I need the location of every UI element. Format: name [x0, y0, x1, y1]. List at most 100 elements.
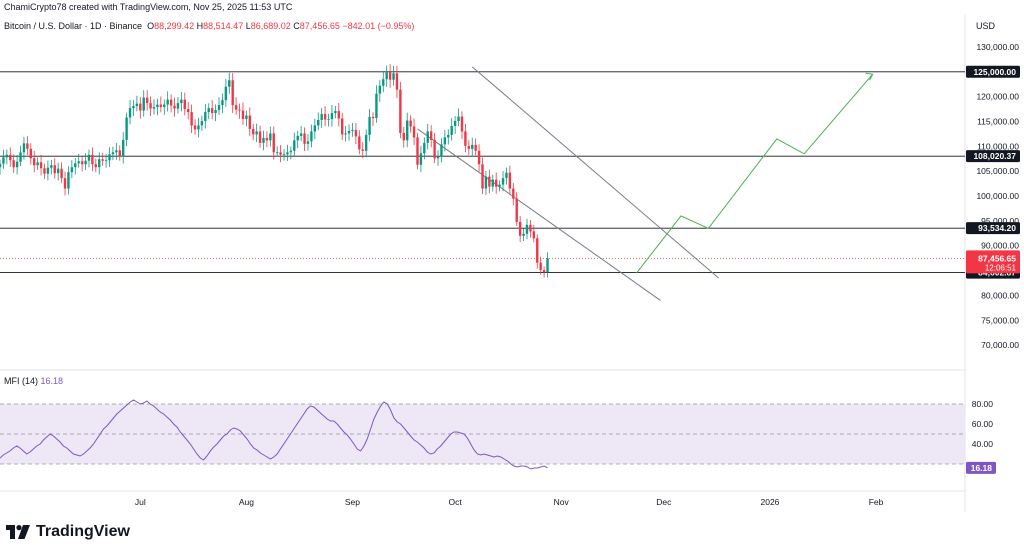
- candle-body: [221, 100, 224, 106]
- candle-body: [512, 188, 515, 199]
- candle-body: [156, 104, 159, 108]
- candle-body: [358, 136, 361, 150]
- candle-body: [74, 163, 77, 168]
- candle-body: [217, 105, 221, 111]
- candle-body: [193, 125, 197, 130]
- candle-body: [207, 108, 210, 113]
- candle-body: [364, 134, 368, 151]
- candle-body: [63, 178, 67, 189]
- mfi-name: MFI (14): [4, 376, 39, 386]
- candle-body: [385, 72, 388, 80]
- candle-body: [132, 106, 135, 109]
- candle-body: [310, 131, 313, 142]
- candle-body: [515, 198, 518, 222]
- descending-channel[interactable]: [417, 66, 719, 301]
- candle-body: [416, 137, 419, 165]
- candle-body: [104, 160, 108, 162]
- candle-body: [15, 161, 19, 168]
- candle-body: [368, 117, 371, 135]
- candle-body: [419, 153, 423, 165]
- candle-body: [412, 126, 416, 138]
- bar-countdown-label: 12:06:51: [985, 263, 1017, 272]
- candle-body: [392, 73, 395, 80]
- level-price-label: 125,000.00: [973, 67, 1016, 77]
- candle-body: [265, 137, 269, 141]
- candle-body: [447, 134, 450, 138]
- candle-body: [378, 85, 382, 94]
- candle-body: [505, 172, 508, 179]
- time-tick-label: Aug: [239, 497, 254, 507]
- mfi-tick-label: 80.00: [972, 399, 994, 409]
- candle-body: [306, 141, 310, 144]
- candle-body: [334, 111, 337, 114]
- high-value: 88,514.47: [203, 21, 244, 31]
- candle-body: [361, 149, 364, 151]
- candle-body: [491, 179, 494, 187]
- time-tick-label: 2026: [760, 497, 779, 507]
- candle-body: [9, 154, 12, 161]
- projection-path[interactable]: [636, 72, 874, 274]
- price-tick-label: 105,000.00: [976, 166, 1019, 176]
- candle-body: [121, 139, 125, 157]
- candle-body: [39, 162, 43, 169]
- candle-body: [210, 108, 214, 114]
- candle-body: [0, 163, 2, 168]
- candle-body: [87, 154, 91, 161]
- candle-body: [272, 133, 275, 153]
- candle-body: [60, 168, 63, 179]
- candle-body: [289, 150, 293, 153]
- candle-body: [508, 172, 512, 189]
- price-tick-label: 120,000.00: [976, 92, 1019, 102]
- candle-body: [498, 184, 501, 187]
- candle-body: [532, 231, 536, 239]
- candle-body: [426, 131, 429, 143]
- candle-body: [351, 129, 354, 131]
- candle-body: [248, 115, 252, 129]
- candle-body: [53, 165, 56, 174]
- candle-body: [341, 118, 344, 135]
- candle-body: [450, 125, 453, 135]
- candle-body: [539, 262, 542, 271]
- horizontal-levels[interactable]: [0, 71, 965, 274]
- candle-body: [409, 120, 412, 127]
- candle-body: [204, 112, 207, 121]
- candle-body: [173, 105, 176, 109]
- current-price-tag: [966, 250, 1020, 274]
- candle-body: [169, 99, 173, 106]
- candle-body: [125, 117, 128, 140]
- candle-body: [313, 125, 317, 132]
- candle-body: [525, 224, 529, 234]
- candle-body: [36, 162, 39, 166]
- symbol-legend[interactable]: Bitcoin / U.S. Dollar · 1D · Binance O88…: [4, 21, 414, 31]
- candle-body: [26, 143, 29, 149]
- close-label: C: [293, 21, 300, 31]
- candle-body: [327, 119, 330, 120]
- mfi-last-label: 16.18: [971, 463, 993, 473]
- candle-body: [354, 129, 358, 137]
- mfi-line: [0, 399, 548, 470]
- candle-body: [457, 116, 460, 121]
- candle-body: [262, 137, 265, 143]
- time-tick-label: Jul: [135, 497, 146, 507]
- channel-line: [471, 66, 719, 279]
- candle-body: [214, 110, 217, 114]
- mfi-legend[interactable]: MFI (14) 16.18: [4, 376, 63, 386]
- candle-body: [67, 172, 70, 189]
- candle-body: [402, 132, 405, 141]
- mfi-tick-label: 60.00: [972, 419, 994, 429]
- candle-body: [101, 159, 104, 161]
- candle-body: [234, 105, 238, 110]
- symbol-name: Bitcoin / U.S. Dollar · 1D · Binance: [4, 21, 143, 31]
- candle-body: [135, 103, 139, 107]
- candle-body: [467, 145, 471, 149]
- candle-body: [108, 154, 111, 161]
- candle-body: [56, 168, 60, 174]
- candle-body: [406, 120, 409, 141]
- candle-body: [183, 99, 186, 110]
- candle-body: [91, 154, 94, 165]
- candle-body: [46, 167, 50, 174]
- price-tick-label: 95,000.00: [981, 216, 1019, 226]
- candle-body: [375, 93, 378, 119]
- candle-body: [245, 115, 248, 120]
